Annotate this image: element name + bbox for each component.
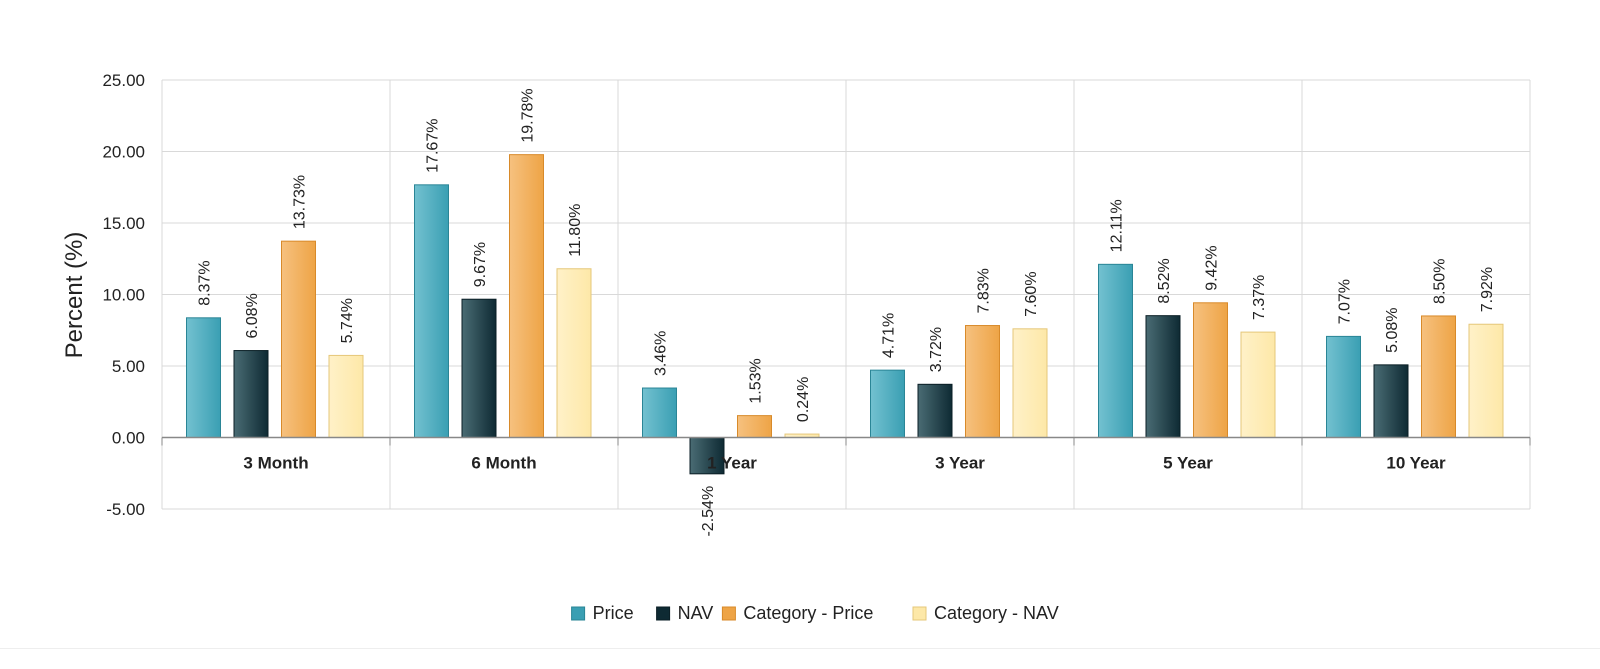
- data-label: 3.72%: [928, 327, 945, 372]
- bar-category-price-10-year[interactable]: [1421, 315, 1456, 439]
- data-label: 3.46%: [653, 331, 670, 376]
- bar-category-price-6-month[interactable]: [509, 154, 544, 438]
- data-label: 19.78%: [520, 88, 537, 142]
- data-label: 11.80%: [567, 204, 584, 257]
- bar-price-3-month[interactable]: [186, 317, 221, 438]
- bar-nav-10-year[interactable]: [1373, 364, 1409, 438]
- bar-category-price-1-year[interactable]: [737, 415, 772, 439]
- y-tick-label: 0.00: [112, 429, 145, 448]
- bar-price-6-month[interactable]: [414, 184, 449, 438]
- data-label: 8.52%: [1156, 258, 1173, 303]
- data-label: 13.73%: [292, 175, 309, 229]
- zero-line: [161, 436, 1531, 446]
- legend-label: NAV: [678, 603, 714, 623]
- data-label: 4.71%: [881, 313, 898, 358]
- bar-nav-3-year[interactable]: [917, 383, 953, 438]
- legend-item-category-nav[interactable]: Category - NAV: [912, 603, 1059, 623]
- legend-label: Price: [593, 603, 634, 623]
- bar-category-price-3-year[interactable]: [965, 325, 1000, 439]
- data-label: 12.11%: [1109, 199, 1126, 252]
- data-label: 9.67%: [472, 242, 489, 287]
- data-label: 1.53%: [748, 358, 765, 403]
- x-category-label: 6 Month: [471, 454, 536, 473]
- legend-swatch: [912, 606, 927, 621]
- data-label: 5.74%: [339, 298, 356, 343]
- data-label: 7.83%: [976, 268, 993, 313]
- y-tick-label: 5.00: [112, 357, 145, 376]
- legend-label: Category - Price: [743, 603, 873, 623]
- bar-category-nav-10-year[interactable]: [1468, 323, 1504, 438]
- y-tick-label: 20.00: [102, 143, 145, 162]
- data-label: 0.24%: [795, 377, 812, 422]
- legend: Price NAV Category - Price Category - NAV: [571, 603, 1059, 623]
- x-category-label: 5 Year: [1163, 454, 1213, 473]
- bar-category-nav-6-month[interactable]: [556, 268, 592, 439]
- data-label: 5.08%: [1384, 307, 1401, 352]
- y-tick-label: -5.00: [106, 500, 145, 519]
- bar-nav-3-month[interactable]: [233, 350, 269, 438]
- bar-category-nav-5-year[interactable]: [1240, 331, 1276, 439]
- data-label: 8.37%: [197, 260, 214, 305]
- x-axis-category-labels: 3 Month 6 Month 1 Year 3 Year 5 Year 10 Year: [243, 454, 1446, 473]
- bar-nav-6-month[interactable]: [461, 298, 497, 438]
- y-tick-label: 25.00: [102, 71, 145, 90]
- bar-category-nav-3-month[interactable]: [328, 354, 364, 438]
- legend-item-price[interactable]: Price: [571, 603, 634, 623]
- bar-price-10-year[interactable]: [1326, 335, 1361, 438]
- bar-price-5-year[interactable]: [1098, 263, 1133, 438]
- bar-category-nav-3-year[interactable]: [1012, 328, 1048, 439]
- x-category-label: 10 Year: [1386, 454, 1446, 473]
- data-label: 8.50%: [1432, 259, 1449, 304]
- data-label: 9.42%: [1204, 245, 1221, 290]
- legend-label: Category - NAV: [934, 603, 1059, 623]
- data-label: -2.54%: [700, 486, 717, 537]
- data-label: 7.37%: [1251, 275, 1268, 320]
- x-category-label: 3 Year: [935, 454, 985, 473]
- y-axis-ticks: -5.00 0.00 5.00 10.00 15.00 20.00 25.00: [102, 71, 145, 519]
- data-label: 7.92%: [1479, 267, 1496, 312]
- bar-nav-1-year[interactable]: [689, 437, 725, 475]
- bar-category-price-3-month[interactable]: [281, 240, 316, 438]
- legend-item-nav[interactable]: NAV: [656, 603, 714, 623]
- x-category-label: 1 Year: [707, 454, 757, 473]
- data-labels: 8.37% 6.08% 13.73% 5.74% 17.67% 9.67% 19.78% 11…: [197, 88, 1497, 536]
- y-tick-label: 15.00: [102, 214, 145, 233]
- bottom-divider: [0, 648, 1600, 649]
- bars: [186, 154, 1504, 475]
- bar-price-1-year[interactable]: [642, 387, 677, 439]
- bar-category-price-5-year[interactable]: [1193, 302, 1228, 438]
- bar-nav-5-year[interactable]: [1145, 315, 1181, 438]
- bar-price-3-year[interactable]: [870, 369, 905, 438]
- legend-swatch: [571, 606, 586, 621]
- legend-swatch: [656, 606, 671, 621]
- legend-swatch: [721, 606, 736, 621]
- x-category-label: 3 Month: [243, 454, 308, 473]
- legend-item-category-price[interactable]: Category - Price: [721, 603, 873, 623]
- y-tick-label: 10.00: [102, 286, 145, 305]
- data-label: 6.08%: [244, 293, 261, 338]
- data-label: 7.07%: [1337, 279, 1354, 324]
- y-axis-label: Percent (%): [61, 232, 88, 359]
- data-label: 17.67%: [425, 119, 442, 173]
- data-label: 7.60%: [1023, 271, 1040, 316]
